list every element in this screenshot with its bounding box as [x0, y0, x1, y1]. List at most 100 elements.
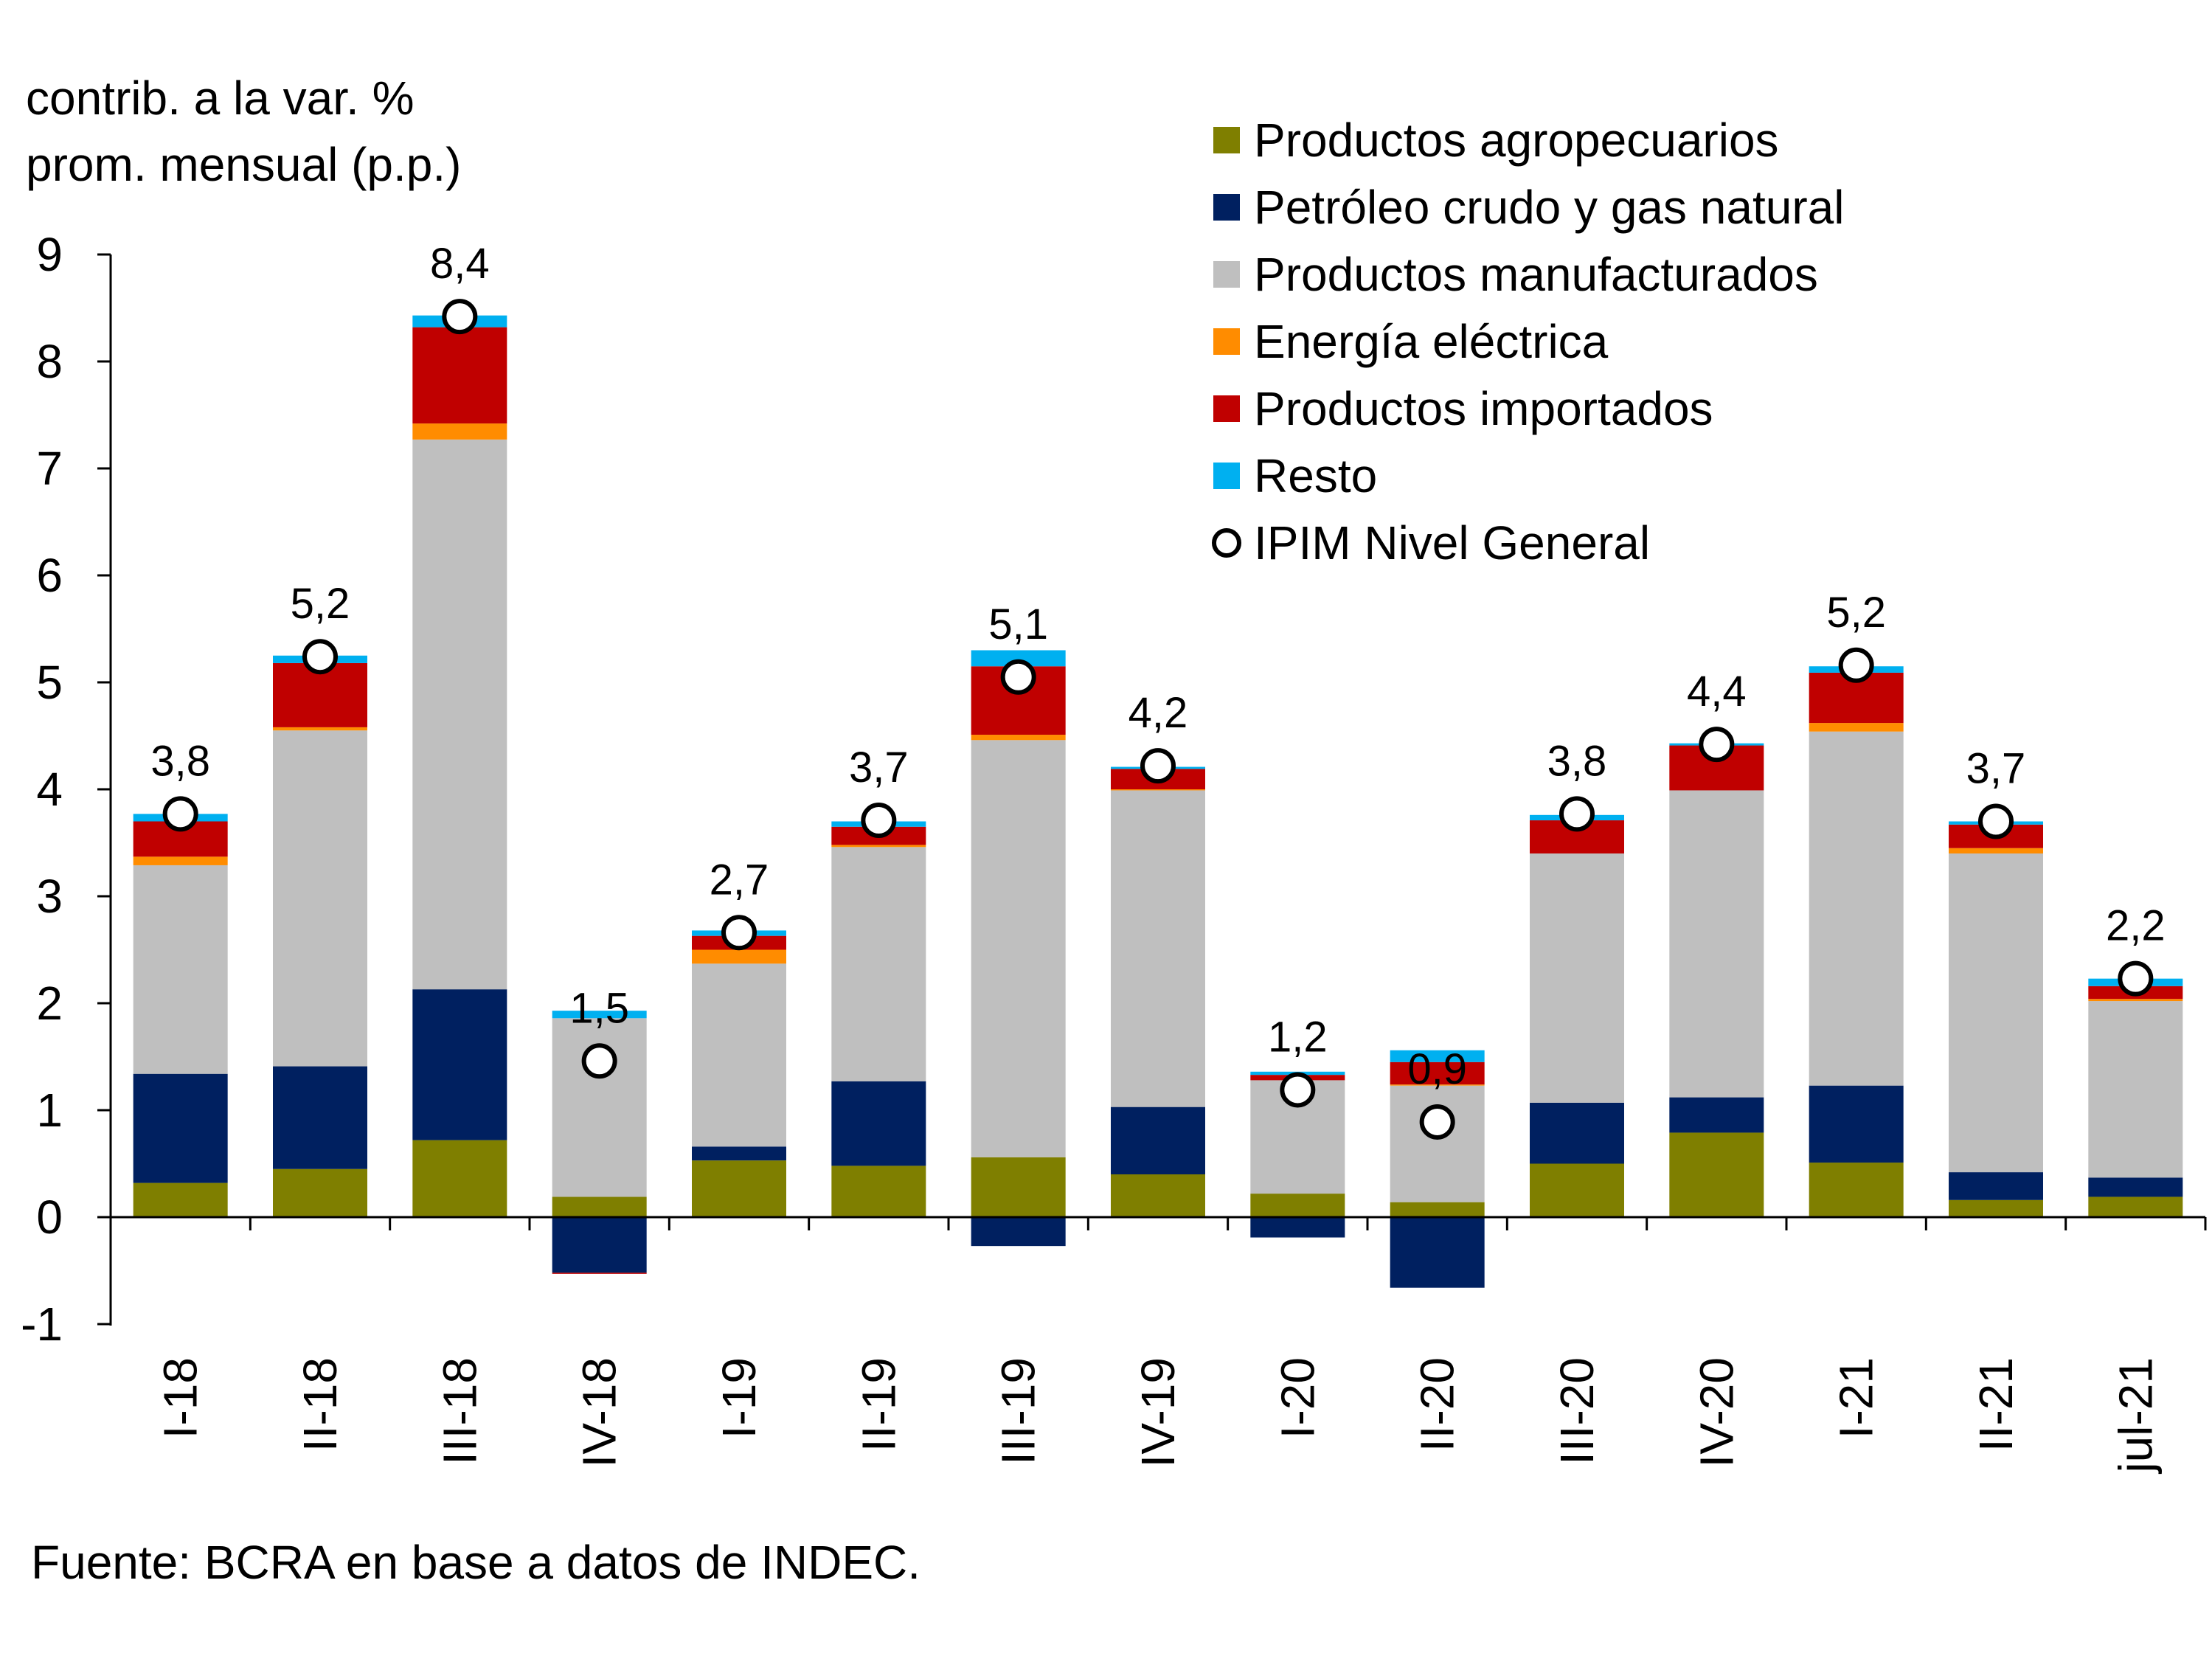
legend-label: Productos importados	[1254, 382, 1713, 435]
legend-swatch	[1213, 261, 1240, 288]
y-tick-label: 3	[36, 870, 63, 923]
legend-label: Energía eléctrica	[1254, 315, 1609, 368]
bar-segment-IV-19-s1	[1111, 1106, 1205, 1174]
y-tick-label: 6	[36, 549, 63, 602]
bar-segment-jul-21-s1	[2088, 1177, 2183, 1197]
bar-segment-jul-21-s0	[2088, 1196, 2183, 1217]
ipim-data-label: 4,4	[1687, 668, 1747, 716]
y-tick-label: 0	[36, 1191, 63, 1244]
ipim-marker	[581, 1043, 617, 1079]
ipim-marker	[1280, 1072, 1316, 1108]
ipim-marker	[2118, 960, 2154, 997]
ipim-data-label: 3,8	[1547, 737, 1607, 785]
x-tick-label: III-19	[992, 1357, 1045, 1465]
bar-segment-II-20-s0	[1390, 1202, 1485, 1217]
bar-segment-III-19-s3	[971, 735, 1066, 741]
bar-segment-I-21-s1	[1809, 1085, 1904, 1163]
x-tick-labels: I-18 II-18 III-18 IV-18 I-19 II-19 III-19 IV-19…	[154, 1357, 2163, 1475]
ipim-data-label: 1,5	[569, 984, 629, 1032]
legend-swatch	[1213, 395, 1240, 422]
ipim-marker	[1978, 803, 2014, 839]
legend-label: Resto	[1254, 449, 1377, 502]
bar-segment-III-19-s5	[971, 650, 1066, 667]
bar-segment-III-18-s3	[412, 423, 507, 440]
bar-segment-II-18-s0	[273, 1168, 367, 1217]
bar-segment-III-20-s0	[1530, 1163, 1624, 1217]
bar-segment-II-20-s3	[1390, 1084, 1485, 1086]
y-tick-label: -1	[21, 1298, 63, 1351]
bar-segment-I-21-s0	[1809, 1163, 1904, 1217]
bar-segment-I-19-s3	[692, 949, 786, 964]
y-axis-label-line-1: contrib. a la var. %	[26, 72, 414, 125]
bar-segment-II-21-s0	[1949, 1199, 2043, 1217]
y-tick-labels: 9 8 7 6 5 4 3 2 1 0 -1	[21, 228, 63, 1351]
ipim-data-label: 8,4	[430, 240, 490, 288]
ipim-data-labels: 3,8 5,2 8,4 1,5 2,7 3,7 5,1 4,2 1,2 0,9 3,8 4,4 5,2 3…	[150, 240, 2165, 1093]
ipim-data-label: 5,2	[1826, 589, 1886, 637]
bar-segment-II-19-s1	[831, 1081, 926, 1166]
y-tick-label: 2	[36, 977, 63, 1030]
x-tick-label: II-21	[1969, 1357, 2022, 1452]
y-tick-label: 1	[36, 1084, 63, 1137]
bar-segment-jul-21-s2	[2088, 1001, 2183, 1178]
bar-segment-I-18-s1	[133, 1073, 228, 1183]
ipim-markers	[162, 299, 2154, 1140]
bar-segment-I-19-s0	[692, 1160, 786, 1217]
bar-segment-II-21-s2	[1949, 853, 2043, 1173]
y-tick-label: 7	[36, 442, 63, 495]
ipim-data-label: 5,2	[291, 580, 350, 628]
ipim-marker	[302, 639, 338, 675]
ipim-data-label: 3,7	[1966, 745, 2026, 793]
x-tick-label: III-18	[433, 1357, 486, 1465]
x-tick-label: II-18	[294, 1357, 347, 1452]
bar-segment-IV-19-s2	[1111, 790, 1205, 1107]
bar-segment-II-21-s1	[1949, 1172, 2043, 1200]
ipim-data-label: 0,9	[1407, 1045, 1467, 1093]
ipim-data-label: 5,1	[988, 600, 1048, 648]
legend-swatch	[1213, 194, 1240, 221]
ipim-marker	[1140, 748, 1176, 784]
bar-segment-III-18-s2	[412, 439, 507, 990]
ipim-data-label: 1,2	[1268, 1013, 1328, 1061]
bar-segment-II-19-s0	[831, 1166, 926, 1217]
x-tick-label: II-19	[852, 1357, 905, 1452]
x-tick-label: I-18	[154, 1357, 207, 1438]
x-tick-label: IV-19	[1131, 1357, 1185, 1467]
x-tick-label: IV-18	[573, 1357, 626, 1467]
legend-marker	[1212, 528, 1241, 558]
x-tick-label: I-20	[1271, 1357, 1324, 1438]
ipim-marker	[1699, 727, 1735, 763]
bar-segment-III-20-s2	[1530, 853, 1624, 1103]
bar-segment-II-18-s2	[273, 730, 367, 1067]
bar-segment-II-18-s1	[273, 1066, 367, 1169]
ipim-data-label: 3,7	[849, 744, 909, 792]
y-tick-label: 8	[36, 335, 63, 388]
bar-segment-II-19-s3	[831, 845, 926, 848]
x-tick-label: II-20	[1411, 1357, 1464, 1452]
legend-label: Productos agropecuarios	[1254, 114, 1779, 167]
x-tick-label: III-20	[1550, 1357, 1603, 1465]
bar-segment-I-21-s3	[1809, 723, 1904, 732]
ipim-data-label: 3,8	[150, 737, 210, 785]
bar-segment-I-18-s2	[133, 865, 228, 1074]
bar-segment-III-18-s4	[412, 327, 507, 424]
ipim-marker	[721, 915, 757, 951]
x-tick-label: jul-21	[2109, 1357, 2162, 1475]
bar-segment-II-18-s3	[273, 727, 367, 731]
bar-segment-I-18-s3	[133, 856, 228, 865]
ipim-marker	[1838, 647, 1874, 683]
bar-segment-IV-18-s0	[552, 1196, 647, 1217]
ipim-marker	[1559, 796, 1595, 832]
source-note: Fuente: BCRA en base a datos de INDEC.	[31, 1536, 920, 1589]
legend-swatch	[1213, 463, 1240, 489]
ipim-data-label: 2,2	[2106, 902, 2166, 950]
ipim-marker	[442, 299, 478, 335]
legend-swatch	[1213, 328, 1240, 355]
bar-segment-IV-19-s3	[1111, 789, 1205, 791]
bar-segment-II-20-s2	[1390, 1085, 1485, 1202]
bar-segment-II-20-s1	[1390, 1217, 1485, 1288]
bar-segment-IV-20-s2	[1669, 790, 1764, 1098]
x-tick-label: I-19	[713, 1357, 766, 1438]
ipim-marker	[1000, 659, 1036, 695]
